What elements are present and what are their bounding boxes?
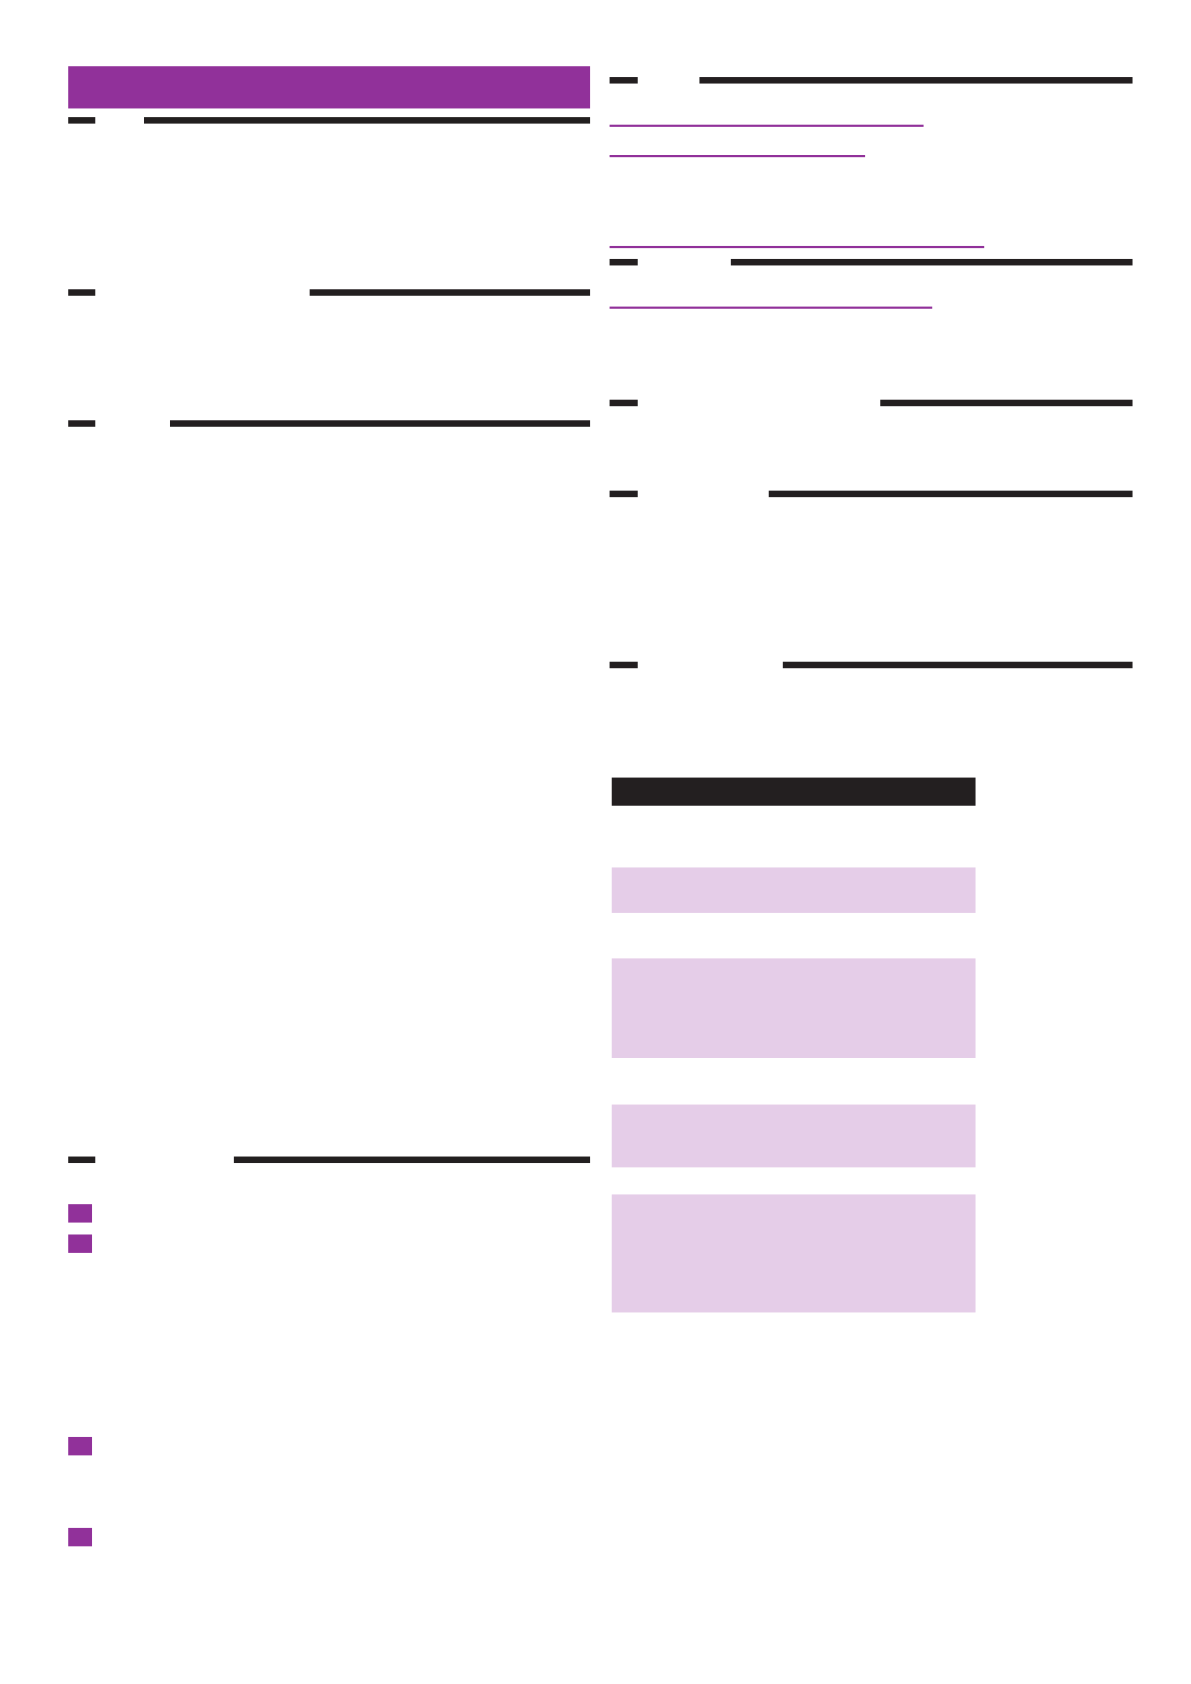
step-markers — [68, 1204, 93, 1547]
header-band — [68, 66, 591, 109]
section-marker — [609, 490, 638, 498]
section-rules-left — [68, 117, 591, 1164]
step-marker — [68, 1204, 93, 1223]
link-underlines — [609, 124, 985, 309]
step-marker — [68, 1527, 93, 1547]
section-rule — [768, 490, 1133, 498]
section-rule — [782, 661, 1133, 669]
table — [611, 777, 976, 1313]
section-rule — [309, 289, 591, 296]
table-row-shaded — [611, 867, 976, 913]
step-marker — [68, 1436, 93, 1456]
section-rule — [233, 1156, 591, 1164]
section-marker — [609, 77, 638, 84]
step-marker — [68, 1234, 93, 1253]
section-marker — [68, 420, 96, 427]
underline — [609, 245, 985, 249]
section-rule — [699, 77, 1133, 84]
underline — [609, 306, 933, 309]
table-row-shaded — [611, 958, 976, 1059]
section-rule — [730, 258, 1133, 266]
table-row-shaded — [611, 1104, 976, 1168]
section-marker — [609, 399, 638, 407]
section-rules-right — [609, 77, 1133, 669]
section-rule — [169, 420, 591, 427]
section-marker — [68, 1156, 96, 1164]
underline — [609, 155, 866, 158]
section-marker — [609, 661, 638, 669]
section-marker — [68, 289, 96, 296]
underline — [609, 124, 924, 127]
section-marker — [68, 117, 96, 124]
section-marker — [609, 258, 638, 266]
section-rule — [144, 117, 591, 124]
section-rule — [880, 399, 1133, 407]
table-header — [611, 777, 976, 806]
table-row-shaded — [611, 1194, 976, 1313]
